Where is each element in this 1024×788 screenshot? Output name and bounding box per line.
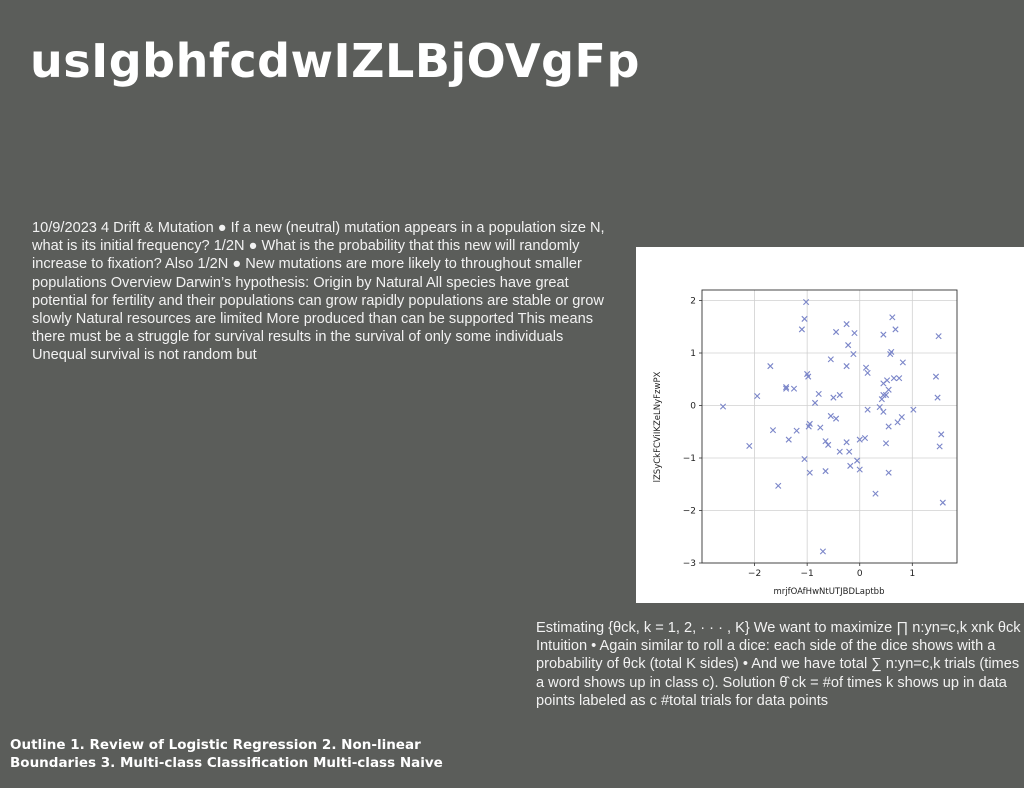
data-point — [880, 408, 887, 415]
data-point — [885, 423, 892, 430]
data-point — [783, 385, 790, 392]
scatter-plot: −2 −1 0 1 −3 −2 −1 0 1 2 mrjfOAfHwNtUTJBDLaptbb l… — [636, 247, 1024, 603]
y-tick-label: −3 — [683, 559, 696, 569]
x-tick-label: 0 — [857, 569, 863, 579]
axis-ticks: −2 −1 0 1 −3 −2 −1 0 1 2 — [683, 297, 915, 580]
data-point — [827, 356, 834, 363]
data-point — [892, 326, 899, 333]
data-point — [910, 406, 917, 413]
data-point — [822, 438, 829, 445]
data-point — [775, 482, 782, 489]
data-point — [798, 326, 805, 333]
data-point — [817, 424, 824, 431]
data-point — [934, 394, 941, 401]
data-point — [885, 386, 892, 393]
data-point — [801, 315, 808, 322]
data-point — [805, 423, 812, 430]
x-tick-label: −1 — [801, 569, 814, 579]
data-point — [836, 448, 843, 455]
data-point — [825, 441, 832, 448]
data-point — [719, 403, 727, 410]
plot-frame — [701, 289, 958, 564]
data-point — [898, 413, 905, 421]
grid-lines — [702, 290, 957, 564]
data-point — [832, 415, 840, 422]
data-point — [876, 403, 883, 411]
data-point — [880, 331, 887, 338]
data-point — [785, 436, 792, 443]
data-point — [827, 412, 834, 420]
data-point — [832, 328, 840, 336]
data-point — [888, 348, 895, 356]
data-point — [896, 375, 903, 382]
data-point — [864, 406, 871, 413]
data-point — [882, 440, 890, 447]
data-point — [856, 466, 863, 473]
data-point — [861, 434, 869, 442]
data-point — [767, 363, 774, 370]
outline-text: Outline 1. Review of Logistic Regression… — [10, 737, 443, 771]
y-tick-label: −1 — [683, 454, 696, 464]
data-point — [793, 427, 800, 434]
data-point — [939, 499, 946, 506]
data-point — [938, 431, 945, 438]
data-point — [847, 462, 854, 469]
data-point — [845, 342, 852, 349]
data-point — [854, 457, 861, 464]
data-point — [843, 439, 850, 446]
data-point — [822, 468, 829, 475]
data-point — [872, 490, 879, 497]
y-tick-label: 1 — [690, 349, 696, 359]
y-tick-label: 2 — [690, 297, 696, 307]
data-point — [880, 391, 887, 399]
data-point — [936, 443, 943, 450]
x-tick-label: −2 — [748, 569, 761, 579]
data-point — [935, 333, 942, 340]
data-point — [819, 548, 827, 555]
data-point — [851, 329, 858, 337]
data-point — [769, 427, 777, 434]
y-axis-label: lZSyCkFCViIKZeLNyFzwPX — [653, 371, 663, 482]
x-axis-label: mrjfOAfHwNtUTJBDLaptbb — [774, 587, 885, 597]
data-point — [815, 390, 822, 398]
data-point — [890, 375, 897, 382]
data-point — [790, 385, 798, 392]
data-point — [830, 394, 837, 401]
data-point — [882, 391, 890, 399]
data-point — [801, 455, 808, 463]
data-point — [843, 363, 850, 370]
data-point — [889, 314, 896, 321]
data-point — [805, 373, 812, 380]
slide-title: usIgbhfcdwIZLBjOVgFp — [30, 34, 640, 88]
data-point — [850, 350, 857, 358]
data-point — [932, 373, 940, 380]
data-point — [803, 298, 810, 306]
scatter-plot-svg: −2 −1 0 1 −3 −2 −1 0 1 2 mrjfOAfHwNtUTJBDLaptbb l… — [653, 289, 958, 597]
data-point — [899, 359, 906, 366]
data-point — [843, 321, 850, 328]
data-point — [862, 364, 870, 371]
data-point — [894, 419, 901, 426]
data-point — [883, 377, 891, 384]
data-point — [746, 442, 753, 450]
body-text-right: Estimating {θck, k = 1, 2, · · · , K} We… — [536, 620, 1021, 709]
x-tick-label: 1 — [909, 569, 915, 579]
data-point — [783, 384, 790, 391]
y-tick-label: −2 — [683, 507, 696, 517]
data-point — [856, 436, 863, 443]
data-point — [846, 448, 853, 455]
data-point — [864, 369, 871, 377]
y-tick-label: 0 — [690, 402, 696, 412]
data-point — [806, 469, 813, 476]
data-point — [754, 392, 761, 400]
data-point — [811, 399, 819, 406]
data-points — [719, 298, 946, 555]
data-point — [836, 391, 843, 399]
data-point — [885, 469, 892, 476]
body-text-left: 10/9/2023 4 Drift & Mutation ● If a new … — [32, 220, 605, 364]
